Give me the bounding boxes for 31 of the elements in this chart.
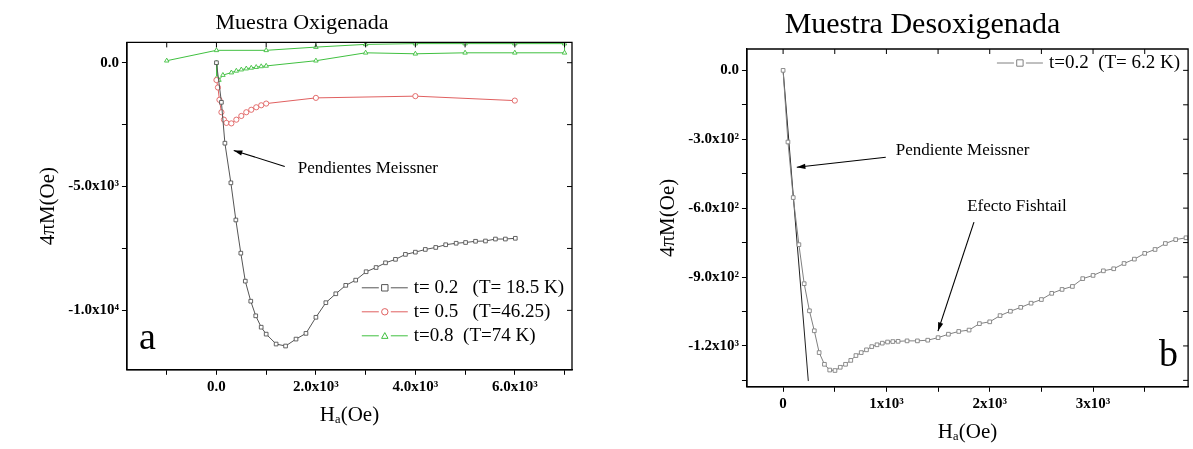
- x-axis-title: Hₐ(Oe): [319, 401, 380, 426]
- x-tick-label: 2x10³: [972, 394, 1008, 411]
- x-tick-label: 4.0x10³: [392, 377, 439, 394]
- y-tick-label: -5.0x10³: [68, 177, 120, 194]
- x-tick-label: 1x10³: [869, 394, 905, 411]
- y-tick-label: -9.0x10²: [688, 267, 740, 284]
- annotation: Pendiente Meissner: [895, 139, 1030, 159]
- legend-label: t= 0.2 (T= 18.5 K): [413, 275, 565, 298]
- annotation: b: [1159, 331, 1179, 374]
- y-tick-label: -3.0x10²: [688, 130, 740, 147]
- y-axis-title: 4πM(Oe): [655, 178, 680, 258]
- x-tick-label: 3x10³: [1075, 394, 1111, 411]
- chart-title: Muestra Oxigenada: [215, 8, 389, 34]
- legend-label: t=0.8 (T=74 K): [413, 323, 536, 346]
- legend-label: t= 0.5 (T=46.25): [413, 299, 551, 322]
- y-tick-label: -1.0x10⁴: [68, 301, 120, 318]
- x-tick-label: 0.0: [207, 377, 226, 394]
- y-tick-label: -6.0x10²: [688, 199, 740, 216]
- chart-title: Muestra Desoxigenada: [784, 5, 1061, 39]
- x-axis-title: Hₐ(Oe): [937, 418, 998, 443]
- y-tick-label: 0.0: [100, 53, 119, 70]
- annotation: Efecto Fishtail: [967, 195, 1068, 215]
- x-tick-label: 2.0x10³: [293, 377, 340, 394]
- y-tick-label: -1.2x10³: [688, 336, 740, 353]
- x-tick-label: 0: [779, 394, 787, 411]
- annotation: Pendientes Meissner: [297, 157, 439, 177]
- y-axis-title: 4πM(Oe): [35, 166, 60, 246]
- annotation: a: [138, 314, 156, 357]
- x-tick-label: 6.0x10³: [491, 377, 539, 394]
- y-tick-label: 0.0: [720, 61, 739, 78]
- legend-label: t=0.2 (T= 6.2 K): [1048, 50, 1181, 73]
